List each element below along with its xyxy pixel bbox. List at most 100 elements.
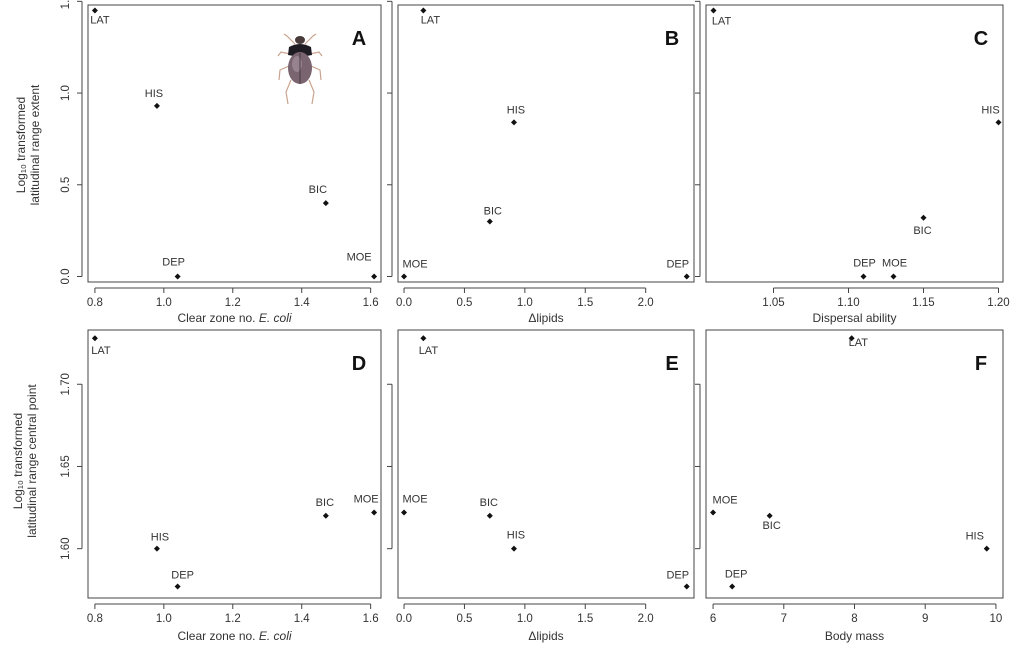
panel-a-point-label-moe: MOE <box>347 251 372 263</box>
panel-d-point-lat <box>91 335 98 342</box>
panel-d-x-tick-label: 0.8 <box>87 613 103 625</box>
panel-b-point-lat <box>420 7 427 14</box>
panel-e-x-tick-label: 1.5 <box>577 613 593 625</box>
panel-d-point-label-lat: LAT <box>91 345 111 357</box>
panel-a-y-tick-label: 0.5 <box>60 177 72 193</box>
panel-c-x-tick-label: 1.15 <box>912 297 934 309</box>
panel-a-x-label: Clear zone no. E. coli <box>177 311 291 325</box>
panel-a-point-label-his: HIS <box>145 88 163 100</box>
panel-e-point-lat <box>420 335 427 342</box>
panel-e-x-tick-label: 0.5 <box>456 613 472 625</box>
panel-c-x-tick-label: 1.05 <box>762 297 784 309</box>
row-label-bottom-line2: latitudinal range central point <box>25 384 39 538</box>
panel-d-point-his <box>153 545 160 552</box>
panel-c-point-label-lat: LAT <box>712 16 732 28</box>
panel-a-point-moe <box>371 273 378 280</box>
panel-e-point-moe <box>401 509 408 516</box>
panel-d-point-bic <box>322 512 329 519</box>
panel-d-y-tick-label: 1.60 <box>60 537 72 559</box>
panel-f-letter: F <box>975 353 987 375</box>
panel-f-frame <box>705 329 1004 599</box>
panel-d-point-dep <box>174 583 181 590</box>
panel-c: 1.05 1.10 1.15 1.20 Dispersal ability C LAT HIS… <box>695 0 1010 325</box>
panel-d-point-label-moe: MOE <box>354 494 379 506</box>
panel-e: 0.0 0.5 1.0 1.5 2.0 Δlipids E LAT MOE BIC HIS DEP <box>387 329 695 643</box>
panel-c-point-label-dep: DEP <box>853 257 876 269</box>
panel-d-x-tick-label: 1.0 <box>156 613 172 625</box>
panel-f-x-tick-label: 6 <box>710 613 716 625</box>
row-label-top-line1: Log₁₀ transformed <box>14 97 28 193</box>
panel-b-point-bic <box>486 218 493 225</box>
panel-f-point-dep <box>729 583 736 590</box>
panel-b-x-tick-label: 2.0 <box>638 297 654 309</box>
panel-f-point-label-lat: LAT <box>849 337 869 349</box>
panel-c-point-lat <box>710 7 717 14</box>
panel-c-point-label-bic: BIC <box>913 225 931 237</box>
panel-d-x-label: Clear zone no. E. coli <box>177 629 291 643</box>
panel-f-x-tick-label: 7 <box>781 613 787 625</box>
panel-e-x-label: Δlipids <box>528 629 563 643</box>
panel-d-letter: D <box>352 353 366 375</box>
panel-d: 0.8 1.0 1.2 1.4 1.6 1.60 1.65 1.70 Clear zone no… <box>60 329 382 643</box>
panel-e-letter: E <box>665 353 678 375</box>
panel-f-point-label-dep: DEP <box>725 568 748 580</box>
panel-b-x-tick-label: 0.5 <box>456 297 472 309</box>
panel-a-x-tick-label: 1.6 <box>363 297 379 309</box>
row-label-top: Log₁₀ transformed latitudinal range exte… <box>14 84 42 205</box>
panel-d-point-label-bic: BIC <box>316 497 334 509</box>
row-label-bottom: Log₁₀ transformed latitudinal range cent… <box>11 384 39 538</box>
panel-a-x-tick-label: 0.8 <box>87 297 103 309</box>
panel-a-x-tick-label: 1.4 <box>294 297 311 309</box>
panel-f-x-tick-label: 8 <box>851 613 857 625</box>
panel-d-x-tick-label: 1.6 <box>363 613 379 625</box>
panel-e-point-label-bic: BIC <box>480 497 498 509</box>
panel-b: 0.0 0.5 1.0 1.5 2.0 Δlipids B LAT HIS BIC MOE DEP <box>387 0 695 325</box>
panel-b-frame <box>397 4 695 283</box>
panel-b-point-dep <box>683 273 690 280</box>
panel-f-point-moe <box>710 509 717 516</box>
panel-a-point-his <box>153 102 160 109</box>
row-label-top-line2: latitudinal range extent <box>28 84 42 205</box>
panel-c-x-label: Dispersal ability <box>812 311 896 325</box>
panel-b-x-tick-label: 0.0 <box>396 297 412 309</box>
panel-e-point-bic <box>486 512 493 519</box>
panel-f-x-label: Body mass <box>825 629 884 643</box>
panel-a-point-bic <box>322 200 329 207</box>
panel-a-point-label-bic: BIC <box>309 184 327 196</box>
panel-d-point-label-dep: DEP <box>171 569 194 581</box>
row-label-bottom-line1: Log₁₀ transformed <box>11 413 25 509</box>
panel-c-point-label-his: HIS <box>981 104 999 116</box>
panel-d-y-tick-label: 1.70 <box>60 373 72 395</box>
panel-a-point-label-dep: DEP <box>162 256 185 268</box>
panel-e-point-label-moe: MOE <box>403 494 428 506</box>
panel-b-point-label-moe: MOE <box>403 258 428 270</box>
panel-d-x-tick-label: 1.4 <box>294 613 311 625</box>
panel-f: 6 7 8 9 10 Body mass F LAT MOE BIC HIS DEP <box>695 329 1004 643</box>
panel-e-point-dep <box>683 583 690 590</box>
panel-c-point-his <box>995 119 1002 126</box>
panel-e-point-his <box>510 545 517 552</box>
panel-b-point-label-lat: LAT <box>421 15 441 27</box>
panel-d-point-moe <box>371 509 378 516</box>
panel-c-point-dep <box>860 273 867 280</box>
panel-a-letter: A <box>352 28 366 50</box>
panel-d-frame <box>87 329 382 599</box>
panel-b-point-label-his: HIS <box>507 104 525 116</box>
panel-a-x-tick-label: 1.0 <box>156 297 172 309</box>
panel-a-point-label-lat: LAT <box>90 15 110 27</box>
panel-f-point-bic <box>766 512 773 519</box>
panel-e-x-tick-label: 2.0 <box>638 613 654 625</box>
panel-a-point-lat <box>91 7 98 14</box>
panel-c-x-tick-label: 1.10 <box>837 297 859 309</box>
panel-b-letter: B <box>665 28 679 50</box>
panel-c-point-label-moe: MOE <box>882 257 907 269</box>
panel-f-point-label-bic: BIC <box>762 520 780 532</box>
panel-f-point-his <box>983 545 990 552</box>
panel-e-point-label-lat: LAT <box>419 345 439 357</box>
panel-b-point-label-dep: DEP <box>666 258 689 270</box>
panel-f-point-lat <box>848 335 855 342</box>
panel-e-x-tick-label: 1.0 <box>517 613 533 625</box>
panel-e-point-label-his: HIS <box>507 530 525 542</box>
panel-c-point-bic <box>920 214 927 221</box>
